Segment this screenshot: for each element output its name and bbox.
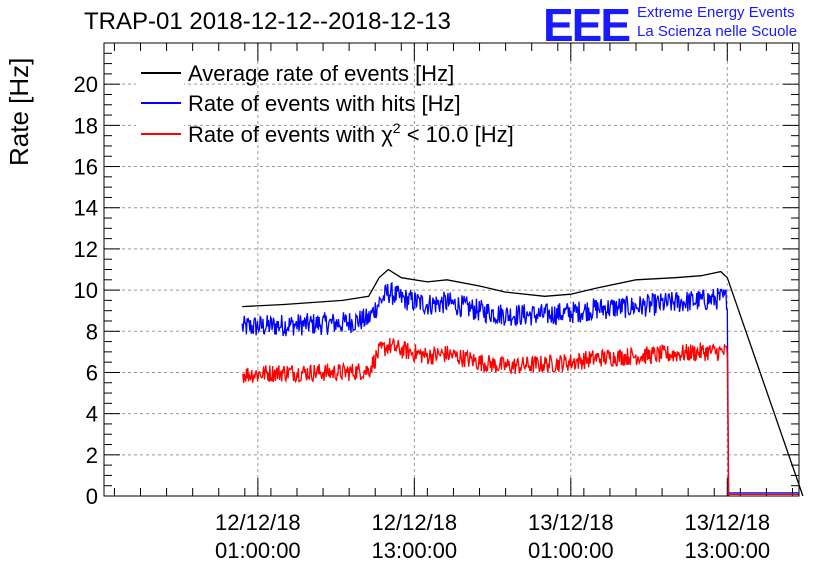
legend-label-2: Rate of events with χ2 < 10.0 [Hz] (188, 120, 514, 147)
plot-frame (103, 42, 800, 497)
series-line-0 (242, 268, 804, 497)
y-tick-label: 2 (86, 443, 98, 468)
series-line-2 (241, 337, 799, 497)
y-tick-label: 0 (86, 484, 98, 509)
x-tick-label-date: 12/12/18 (215, 510, 301, 535)
y-tick-label: 16 (74, 155, 98, 180)
x-tick-label-date: 13/12/18 (684, 510, 770, 535)
x-tick-label-time: 01:00:00 (215, 538, 301, 563)
y-tick-label: 6 (86, 360, 98, 385)
y-tick-label: 14 (74, 196, 98, 221)
x-tick-label-date: 13/12/18 (528, 510, 614, 535)
x-tick-label-time: 13:00:00 (372, 538, 458, 563)
y-tick-label: 10 (74, 278, 98, 303)
y-tick-label: 4 (86, 402, 98, 427)
y-tick-label: 8 (86, 319, 98, 344)
brand-line-2: La Scienza nelle Scuole (637, 23, 798, 40)
legend-label-1: Rate of events with hits [Hz] (188, 91, 461, 116)
eee-logo: EEE (543, 0, 631, 51)
x-tick-label-date: 12/12/18 (372, 510, 458, 535)
series-line-1 (241, 281, 799, 497)
x-tick-label-time: 01:00:00 (528, 538, 614, 563)
y-tick-label: 20 (74, 72, 98, 97)
legend-label-0: Average rate of events [Hz] (188, 61, 454, 86)
x-tick-label-time: 13:00:00 (684, 538, 770, 563)
brand-line-1: Extreme Energy Events (637, 4, 795, 21)
y-tick-label: 12 (74, 237, 98, 262)
y-tick-label: 18 (74, 113, 98, 138)
chart-title: TRAP-01 2018-12-12--2018-12-13 (84, 8, 451, 35)
